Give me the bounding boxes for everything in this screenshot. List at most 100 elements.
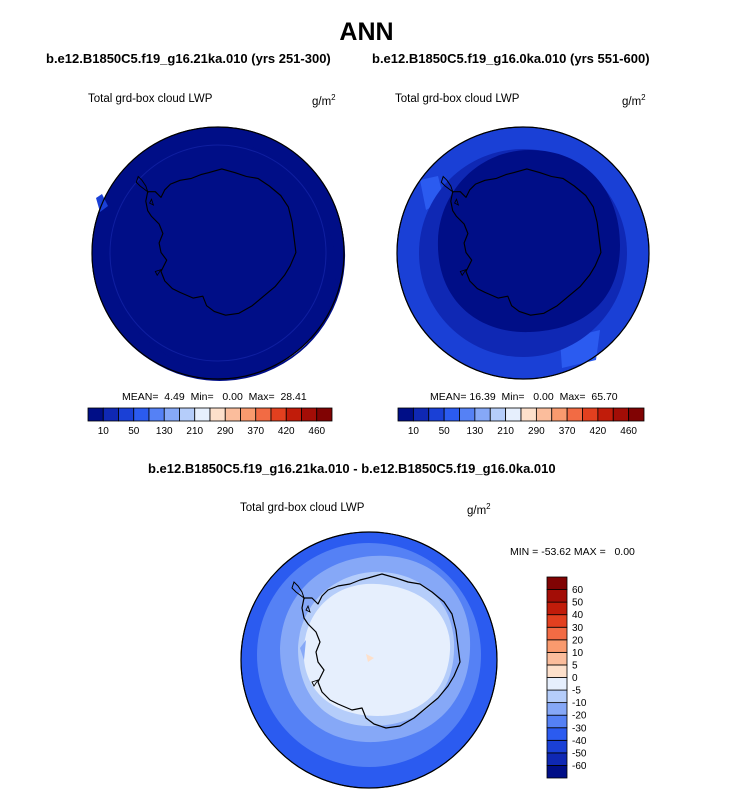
panel2-colorbar-swatch — [505, 407, 522, 422]
panel2-colorbar-swatch — [489, 407, 507, 422]
panel1-map — [91, 126, 346, 381]
panel2-colorbar-tick-label: 370 — [559, 426, 576, 437]
panel3-colorbar-tick-label: -40 — [572, 736, 587, 747]
panel3-colorbar-swatch — [546, 677, 568, 691]
panel3-colorbar-tick-label: -50 — [572, 748, 587, 759]
panel1-colorbar-swatch — [194, 407, 211, 422]
panel2-colorbar-tick-label: 210 — [497, 426, 514, 437]
panel1-colorbar-swatch — [240, 407, 257, 422]
panel3-colorbar-tick-label: 20 — [572, 635, 584, 646]
panel2-colorbar-swatch — [612, 407, 630, 422]
panel2-colorbar-tick-label: 460 — [620, 426, 637, 437]
panel2-colorbar-swatch — [535, 407, 553, 422]
panel2-colorbar-swatch — [397, 407, 414, 422]
panel3-colorbar-tick-label: 5 — [572, 660, 578, 671]
panel2-colorbar-swatch — [459, 407, 476, 422]
panel2-colorbar: 10 50 130 210 290 370 420 460 — [397, 407, 645, 437]
panel3-colorbar-swatch — [546, 689, 568, 704]
panel2-stats: MEAN= 16.39 Min= 0.00 Max= 65.70 — [430, 391, 618, 403]
panel1-colorbar-tick-label: 10 — [98, 426, 110, 437]
panel3-colorbar-tick-label: -60 — [572, 761, 587, 772]
panel1-case-title: b.e12.B1850C5.f19_g16.21ka.010 (yrs 251-… — [46, 51, 331, 66]
panel3-colorbar-swatch — [546, 614, 568, 628]
panel1-colorbar-swatch — [148, 407, 165, 422]
page-title: ANN — [339, 18, 394, 46]
panel2-colorbar-swatch — [628, 407, 645, 422]
panel3-stats: MIN = -53.62 MAX = 0.00 — [510, 546, 635, 558]
panel3-colorbar-tick-label: -5 — [572, 686, 581, 697]
panel3-colorbar-swatch — [546, 626, 568, 641]
panel3-map — [240, 531, 498, 789]
panel3-colorbar-swatch — [546, 601, 568, 616]
panel1-stats: MEAN= 4.49 Min= 0.00 Max= 28.41 — [122, 391, 307, 403]
panel1-colorbar-swatch — [285, 407, 302, 422]
panel3-colorbar-tick-label: -30 — [572, 723, 587, 734]
panel3-colorbar-tick-label: 30 — [572, 623, 584, 634]
panel2-variable-label: Total grd-box cloud LWP — [395, 93, 520, 105]
panel3-colorbar-swatch — [546, 664, 568, 678]
panel3-colorbar-swatch — [546, 714, 568, 729]
panel1-units: g/m2 — [312, 93, 336, 108]
panel2-colorbar-swatch — [597, 407, 614, 422]
panel2-map — [396, 126, 650, 380]
panel2-colorbar-swatch — [582, 407, 599, 422]
panel2-colorbar-swatch — [520, 407, 537, 422]
panel1-colorbar-tick-label: 210 — [186, 426, 203, 437]
panel1-colorbar-swatch — [118, 407, 135, 422]
panel2-units: g/m2 — [622, 93, 646, 108]
panel1-colorbar-swatch — [209, 407, 226, 422]
panel3-case-title: b.e12.B1850C5.f19_g16.21ka.010 - b.e12.B… — [148, 461, 556, 476]
panel3-colorbar-swatch — [546, 702, 568, 716]
panel1-colorbar-tick-label: 420 — [278, 426, 295, 437]
panel3-colorbar-swatch — [546, 651, 568, 666]
panel1-colorbar: 10 50 130 210 290 370 420 460 — [87, 407, 333, 437]
panel1-colorbar-swatch — [224, 407, 241, 422]
panel3-variable-label: Total grd-box cloud LWP — [240, 502, 365, 514]
panel1-colorbar-swatch — [179, 407, 196, 422]
panel1-colorbar-swatch — [163, 407, 180, 422]
panel1-colorbar-tick-label: 460 — [308, 426, 325, 437]
panel2-colorbar-swatch — [474, 407, 491, 422]
panel2-colorbar-tick-label: 290 — [528, 426, 545, 437]
panel3-colorbar-swatch — [546, 752, 568, 766]
panel1-colorbar-tick-label: 370 — [247, 426, 264, 437]
panel2-colorbar-swatch — [428, 407, 445, 422]
panel1-colorbar-tick-label: 50 — [128, 426, 140, 437]
panel1-inner-contour — [109, 144, 327, 362]
panel3-colorbar-tick-label: 60 — [572, 585, 584, 596]
panel3-colorbar-swatch — [546, 589, 568, 603]
panel1-colorbar-swatch — [102, 407, 119, 422]
panel3-colorbar-tick-label: -10 — [572, 698, 587, 709]
panel2-colorbar-swatch — [551, 407, 568, 422]
panel3-colorbar-swatch — [546, 639, 568, 653]
panel3-colorbar-tick-label: 0 — [572, 673, 578, 684]
panel2-inner-fill — [437, 150, 620, 333]
panel1-variable-label: Total grd-box cloud LWP — [88, 93, 213, 105]
panel3-colorbar-swatch — [546, 576, 568, 590]
panel1-colorbar-swatch — [316, 407, 333, 422]
panel1-colorbar-swatch — [270, 407, 287, 422]
panel1-colorbar-tick-label: 290 — [217, 426, 234, 437]
panel3-colorbar-tick-label: 50 — [572, 598, 584, 609]
panel1-colorbar-swatch — [133, 407, 150, 422]
panel1-colorbar-tick-label: 130 — [156, 426, 173, 437]
panel3-colorbar-tick-label: 10 — [572, 648, 584, 659]
panel2-colorbar-tick-label: 10 — [408, 426, 420, 437]
panel3-units: g/m2 — [467, 502, 491, 517]
panel2-colorbar-tick-label: 50 — [439, 426, 451, 437]
panel1-colorbar-swatch — [301, 407, 318, 422]
panel3-colorbar-tick-label: 40 — [572, 610, 584, 621]
panel3-colorbar-swatch — [546, 739, 568, 754]
panel2-colorbar-swatch — [412, 407, 430, 422]
panel2-colorbar-swatch — [566, 407, 583, 422]
panel2-colorbar-tick-label: 130 — [467, 426, 484, 437]
panel3-colorbar-swatch — [546, 765, 568, 779]
panel2-colorbar-swatch — [443, 407, 460, 422]
panel3-colorbar-tick-label: -20 — [572, 711, 587, 722]
panel3-colorbar-swatch — [546, 727, 568, 741]
panel1-colorbar-swatch — [255, 407, 272, 422]
panel2-colorbar-tick-label: 420 — [590, 426, 607, 437]
panel3-continent-fill — [303, 583, 451, 716]
